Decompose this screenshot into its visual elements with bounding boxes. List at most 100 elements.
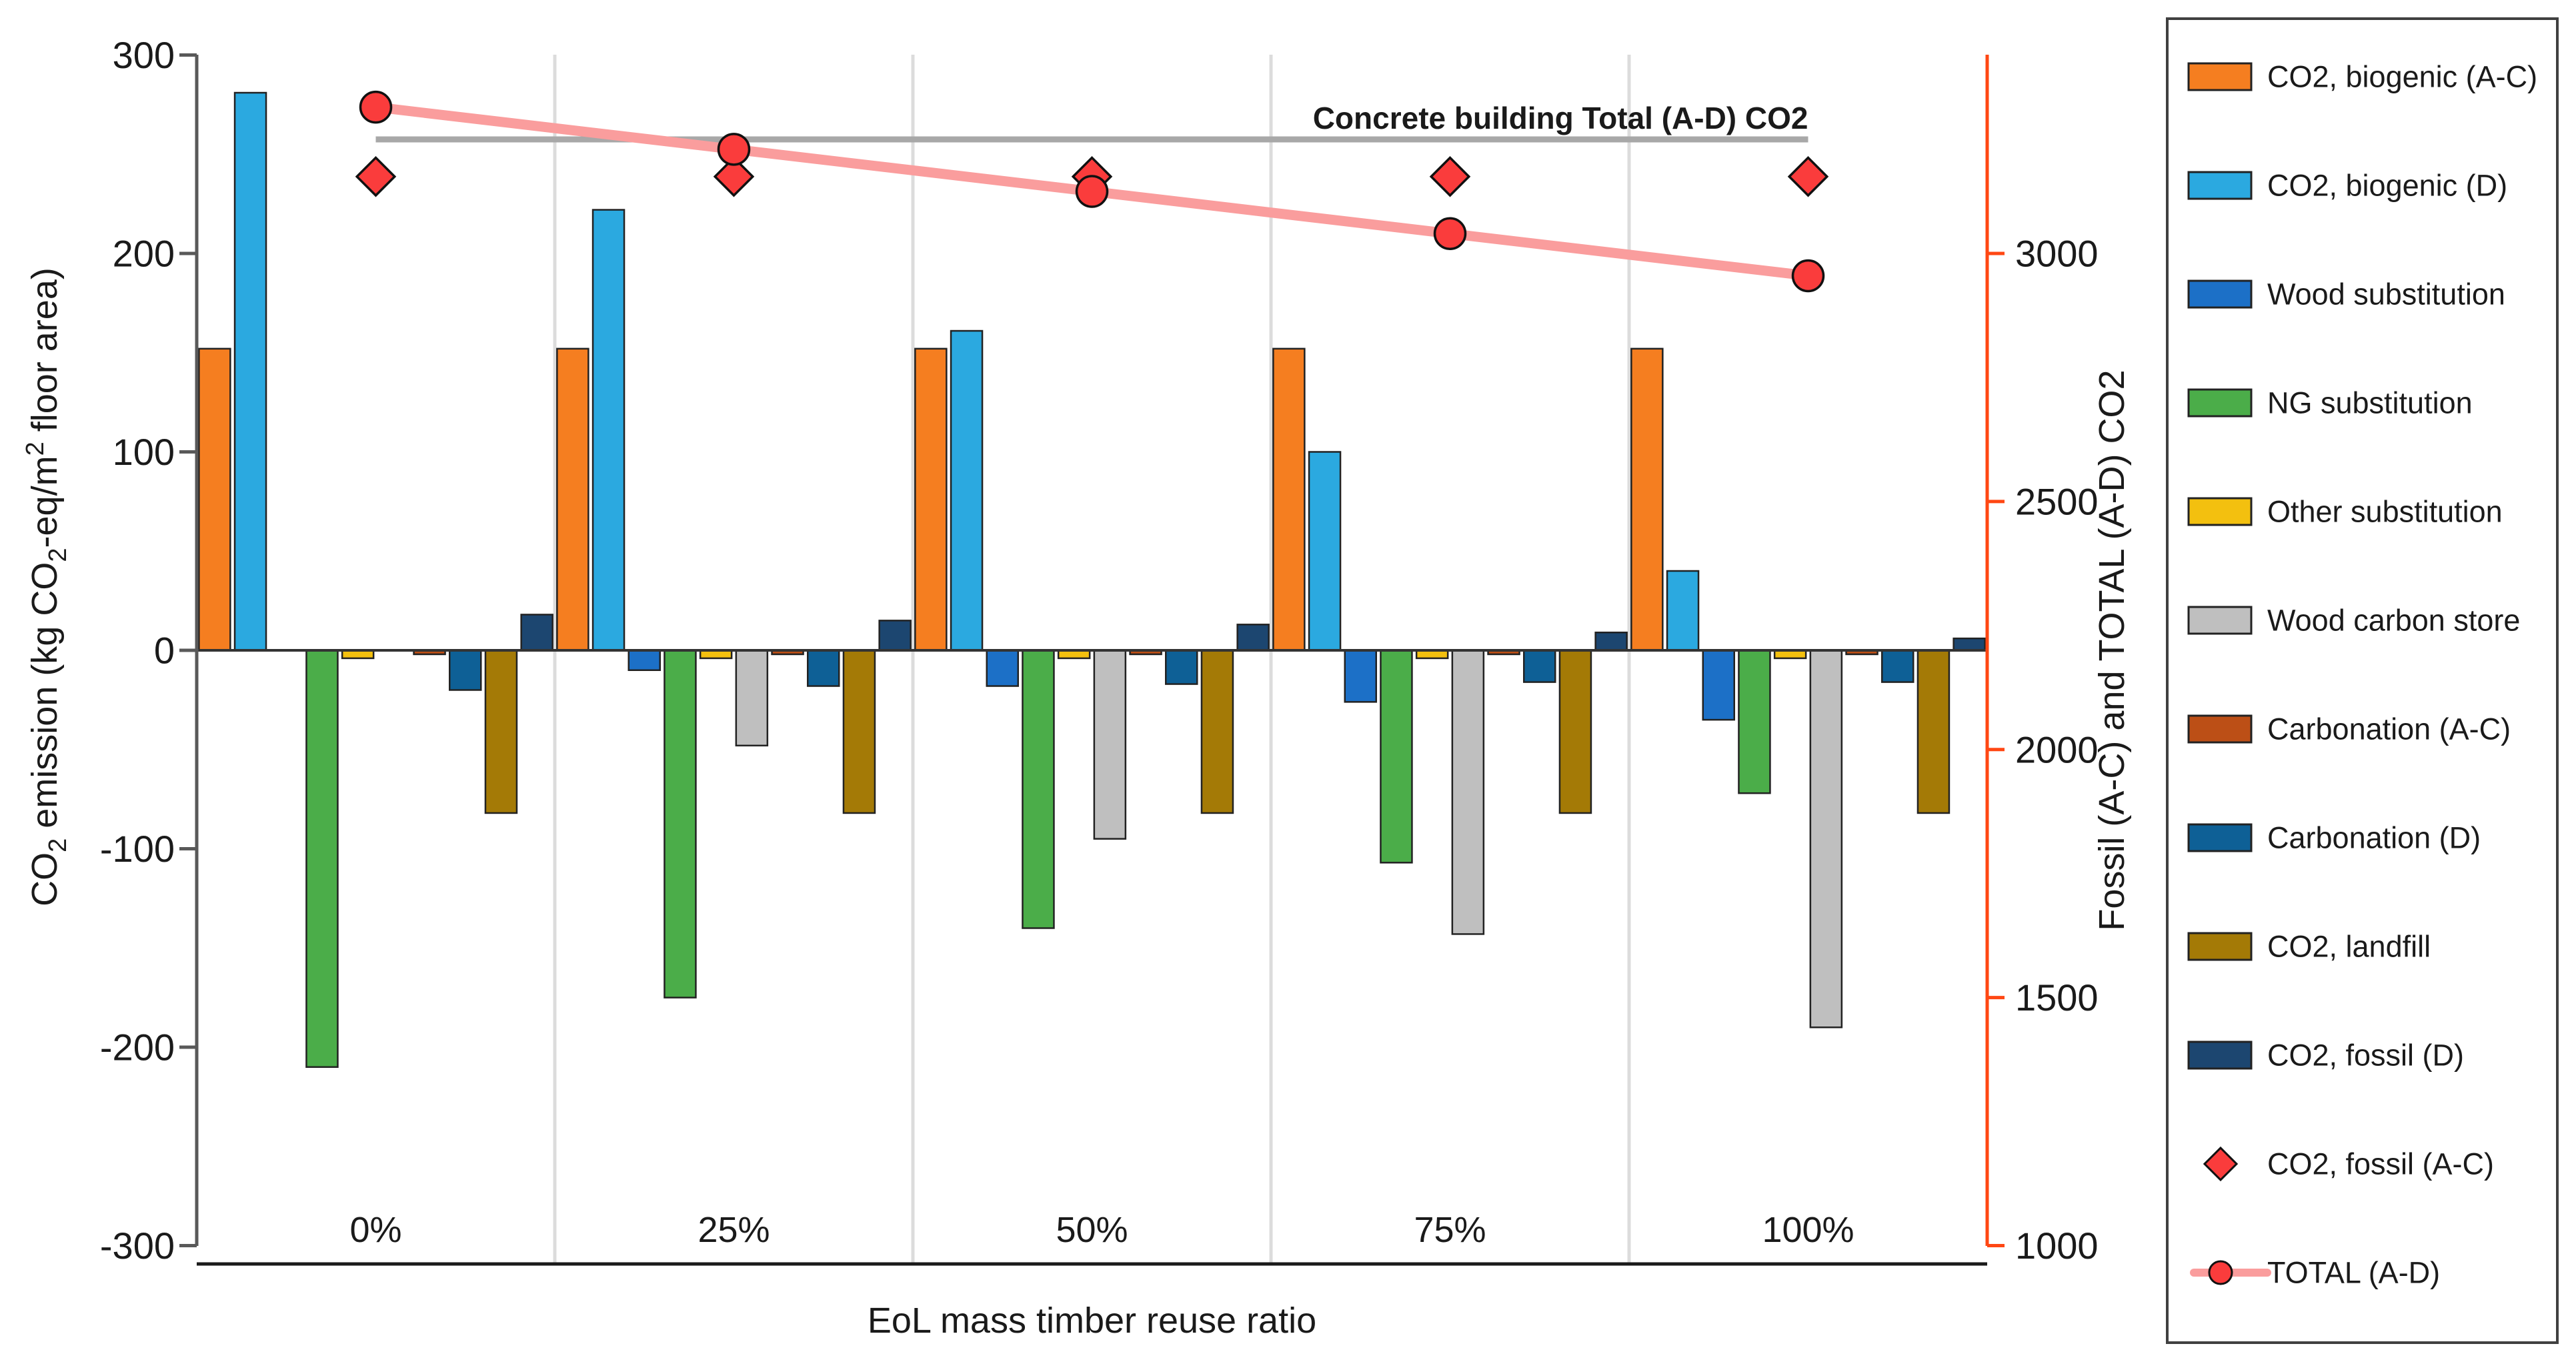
- bar: [986, 649, 1019, 687]
- total-a-d-circle-marker: [717, 133, 751, 166]
- bar: [1093, 649, 1127, 840]
- legend-label: CO2, biogenic (A-C): [2267, 60, 2537, 94]
- total-a-d-circle-marker: [359, 90, 393, 124]
- bar: [449, 649, 482, 691]
- bar: [1165, 649, 1198, 685]
- legend-label: CO2, biogenic (D): [2267, 169, 2507, 203]
- bar: [735, 649, 769, 747]
- legend-label: Wood substitution: [2267, 277, 2505, 311]
- right-axis-tick-label: 2500: [2015, 480, 2099, 522]
- legend-swatch: [2187, 171, 2253, 200]
- legend-box: [2166, 17, 2559, 1344]
- bar: [1916, 649, 1951, 814]
- right-axis-tick-label: 2000: [2015, 728, 2099, 770]
- left-axis-title-segment: 2: [44, 548, 72, 562]
- legend-swatch: [2187, 714, 2253, 744]
- legend-entry: TOTAL (A-D): [2190, 1256, 2440, 1290]
- bar: [1236, 624, 1270, 652]
- bar: [807, 649, 840, 687]
- legend-entry: Other substitution: [2187, 495, 2503, 529]
- left-axis-tick-label: 0: [154, 630, 175, 672]
- fossil-a-c-diamond-marker: [1429, 155, 1471, 197]
- bar: [1558, 649, 1592, 814]
- x-axis-category-label: 75%: [1414, 1210, 1486, 1250]
- legend-label: CO2, fossil (A-C): [2267, 1147, 2494, 1181]
- x-axis-category-label: 50%: [1056, 1210, 1128, 1250]
- bar: [591, 209, 625, 652]
- fossil-a-c-diamond-marker: [1787, 155, 1829, 197]
- bar-series: [449, 649, 1914, 691]
- left-axis-tick-label: -100: [100, 828, 175, 870]
- legend-swatch: [2187, 62, 2253, 91]
- legend-entry: Wood substitution: [2187, 277, 2505, 311]
- legend-swatch: [2187, 606, 2253, 635]
- bar-series: [627, 649, 1735, 721]
- bar: [664, 649, 697, 998]
- bar: [1738, 649, 1771, 794]
- bar: [1666, 570, 1700, 652]
- bar: [1272, 348, 1306, 652]
- legend-label: Other substitution: [2267, 495, 2503, 529]
- x-axis-title: EoL mass timber reuse ratio: [868, 1301, 1316, 1341]
- legend-entry: Carbonation (A-C): [2187, 712, 2511, 746]
- x-axis-category-label: 100%: [1762, 1210, 1854, 1250]
- left-axis-title-segment: floor area): [25, 267, 65, 442]
- legend-swatch: [2187, 1041, 2253, 1070]
- legend-label: Wood carbon store: [2267, 604, 2520, 638]
- bar: [556, 348, 589, 652]
- legend-label: NG substitution: [2267, 386, 2473, 420]
- bar: [1809, 649, 1843, 1029]
- right-axis-tick-label: 1500: [2015, 976, 2099, 1019]
- left-axis-title-segment: 2: [44, 838, 72, 852]
- bar: [198, 348, 231, 652]
- legend-entry: CO2, biogenic (D): [2187, 169, 2507, 203]
- x-axis-category-label: 0%: [349, 1210, 401, 1250]
- bar: [1380, 649, 1413, 864]
- left-axis-tick-label: -300: [100, 1225, 175, 1267]
- legend-label: Carbonation (D): [2267, 821, 2481, 855]
- bar: [233, 91, 267, 652]
- fossil-a-c-diamond-marker: [713, 155, 755, 197]
- bar: [1451, 649, 1485, 935]
- legend-circle-marker: [2208, 1260, 2233, 1285]
- bar: [1594, 631, 1628, 652]
- legend-swatch: [2187, 497, 2253, 526]
- left-axis-title-segment: emission (kg CO: [25, 562, 65, 838]
- legend-entry: CO2, fossil (A-C): [2203, 1146, 2494, 1182]
- left-axis-title-segment: -eq/m: [25, 456, 65, 548]
- bar: [1881, 649, 1914, 683]
- left-axis-tick-label: 100: [113, 431, 175, 473]
- bar-series: [198, 348, 1664, 652]
- bar: [1344, 649, 1377, 703]
- right-axis-tick-label: 3000: [2015, 233, 2099, 275]
- legend-label: CO2, landfill: [2267, 930, 2431, 964]
- bar: [1308, 451, 1342, 652]
- total-a-d-circle-marker: [1075, 175, 1109, 208]
- bar: [1523, 649, 1556, 683]
- bar: [1022, 649, 1055, 929]
- legend-label: Carbonation (A-C): [2267, 712, 2511, 746]
- bar-series: [305, 649, 1771, 1068]
- bar-series: [520, 614, 1986, 652]
- total-a-d-circle-marker: [1433, 217, 1467, 250]
- legend-entry: CO2, biogenic (A-C): [2187, 60, 2537, 94]
- bar: [1630, 348, 1664, 652]
- legend-entry: Wood carbon store: [2187, 604, 2520, 638]
- bar-series: [735, 649, 1843, 1029]
- bar: [520, 614, 553, 652]
- legend-diamond-marker: [2203, 1146, 2239, 1182]
- legend-swatch: [2187, 823, 2253, 852]
- left-axis-tick-label: 300: [113, 34, 175, 76]
- legend-entry: Carbonation (D): [2187, 821, 2481, 855]
- legend-entry: CO2, fossil (D): [2187, 1039, 2464, 1073]
- bar: [305, 649, 339, 1068]
- bar: [484, 649, 518, 814]
- bar: [878, 620, 912, 652]
- legend-swatch: [2187, 932, 2253, 961]
- legend-swatch: [2187, 279, 2253, 309]
- legend-entry: NG substitution: [2187, 386, 2473, 420]
- right-axis-title: Fossil (A-C) and TOTAL (A-D) CO2: [2092, 370, 2132, 930]
- total-a-d-circle-marker: [1791, 259, 1825, 293]
